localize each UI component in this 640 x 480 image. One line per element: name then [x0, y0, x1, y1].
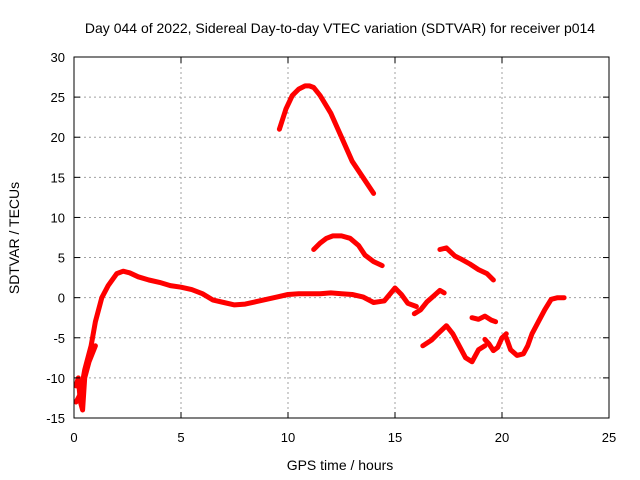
- y-tick-label: -10: [46, 371, 65, 386]
- y-tick-label: 5: [58, 251, 65, 266]
- x-tick-label: 5: [177, 430, 184, 445]
- series-line-segment-5: [411, 287, 447, 317]
- y-tick-label: 30: [51, 50, 65, 65]
- x-axis-label: GPS time / hours: [287, 457, 394, 473]
- tick-layer: [73, 56, 610, 419]
- series-line-segment-3: [276, 83, 377, 196]
- series-line-segment-4: [311, 233, 385, 269]
- y-tick-label: 0: [58, 291, 65, 306]
- y-tick-label: -15: [46, 411, 65, 426]
- y-tick-label: 20: [51, 130, 65, 145]
- series-layer: [73, 83, 567, 413]
- y-tick-label: 10: [51, 210, 65, 225]
- y-tick-label: 15: [51, 170, 65, 185]
- chart-title: Day 044 of 2022, Sidereal Day-to-day VTE…: [85, 20, 595, 36]
- series-line-segment-6: [437, 245, 496, 283]
- series-line-segment-8: [469, 313, 499, 325]
- series-line-segment-10: [503, 295, 567, 358]
- y-axis-label: SDTVAR / TECUs: [6, 182, 22, 294]
- tick-label-layer: 0 5 10 15 20 25 -15 -10 -5 0 5 10 15 20 25 30: [46, 50, 616, 445]
- grid-layer: [74, 57, 609, 418]
- x-tick-label: 20: [495, 430, 509, 445]
- plot-frame: [73, 56, 610, 419]
- x-tick-label: 0: [70, 430, 77, 445]
- y-tick-label: 25: [51, 90, 65, 105]
- y-tick-label: -5: [53, 331, 65, 346]
- x-tick-label: 15: [388, 430, 402, 445]
- series-line-segment-7: [420, 323, 488, 365]
- series-line-segment-9: [482, 331, 509, 354]
- series-line-segment-1: [73, 268, 419, 405]
- x-tick-label: 10: [281, 430, 295, 445]
- x-tick-label: 25: [602, 430, 616, 445]
